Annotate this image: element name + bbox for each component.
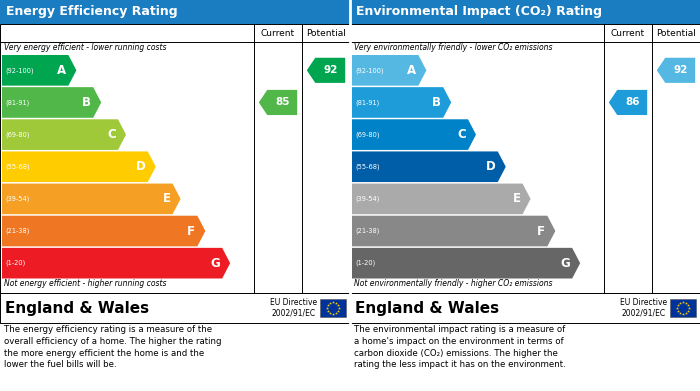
Polygon shape: [2, 87, 101, 118]
Text: (1-20): (1-20): [355, 260, 375, 266]
Text: (69-80): (69-80): [5, 131, 29, 138]
Text: Potential: Potential: [306, 29, 346, 38]
Text: England & Wales: England & Wales: [355, 301, 499, 316]
Polygon shape: [352, 248, 580, 278]
Text: England & Wales: England & Wales: [5, 301, 149, 316]
Polygon shape: [609, 90, 648, 115]
Text: The energy efficiency rating is a measure of the
overall efficiency of a home. T: The energy efficiency rating is a measur…: [4, 325, 221, 369]
Text: 85: 85: [276, 97, 290, 108]
Text: B: B: [82, 96, 91, 109]
Bar: [0, 293, 350, 323]
Text: Potential: Potential: [656, 29, 696, 38]
Text: (81-91): (81-91): [355, 99, 379, 106]
Text: F: F: [538, 224, 545, 238]
Polygon shape: [2, 216, 205, 246]
Text: Not energy efficient - higher running costs: Not energy efficient - higher running co…: [4, 280, 167, 289]
Text: Not environmentally friendly - higher CO₂ emissions: Not environmentally friendly - higher CO…: [354, 280, 552, 289]
Bar: [0, 24, 350, 293]
Polygon shape: [352, 119, 476, 150]
Polygon shape: [352, 55, 426, 86]
Polygon shape: [2, 119, 126, 150]
Polygon shape: [2, 248, 230, 278]
Bar: [350, 24, 700, 293]
Bar: [350, 293, 700, 323]
Bar: [670, 299, 696, 317]
Text: D: D: [136, 160, 146, 173]
Text: (92-100): (92-100): [5, 67, 34, 74]
Text: EU Directive
2002/91/EC: EU Directive 2002/91/EC: [620, 298, 667, 318]
Text: 92: 92: [673, 65, 688, 75]
Text: A: A: [57, 64, 66, 77]
Text: EU Directive
2002/91/EC: EU Directive 2002/91/EC: [270, 298, 317, 318]
Text: (1-20): (1-20): [5, 260, 25, 266]
Text: 92: 92: [323, 65, 338, 75]
Polygon shape: [352, 151, 506, 182]
Text: G: G: [561, 256, 570, 270]
Text: (39-54): (39-54): [355, 196, 379, 202]
Text: (92-100): (92-100): [355, 67, 384, 74]
Polygon shape: [259, 90, 298, 115]
Text: (69-80): (69-80): [355, 131, 379, 138]
Text: Environmental Impact (CO₂) Rating: Environmental Impact (CO₂) Rating: [356, 5, 602, 18]
Text: (81-91): (81-91): [5, 99, 29, 106]
Bar: [320, 299, 346, 317]
Text: (39-54): (39-54): [5, 196, 29, 202]
Polygon shape: [657, 58, 695, 83]
Text: (55-68): (55-68): [5, 163, 29, 170]
Text: Energy Efficiency Rating: Energy Efficiency Rating: [6, 5, 178, 18]
Text: Very energy efficient - lower running costs: Very energy efficient - lower running co…: [4, 43, 167, 52]
Text: C: C: [457, 128, 466, 141]
Text: C: C: [107, 128, 116, 141]
Text: F: F: [188, 224, 195, 238]
Text: A: A: [407, 64, 416, 77]
Polygon shape: [352, 216, 555, 246]
Text: (21-38): (21-38): [355, 228, 379, 234]
Text: Very environmentally friendly - lower CO₂ emissions: Very environmentally friendly - lower CO…: [354, 43, 552, 52]
Text: Current: Current: [261, 29, 295, 38]
Text: (21-38): (21-38): [5, 228, 29, 234]
Text: B: B: [432, 96, 441, 109]
Polygon shape: [2, 151, 156, 182]
Text: 86: 86: [626, 97, 640, 108]
Text: E: E: [162, 192, 171, 205]
Polygon shape: [307, 58, 345, 83]
Polygon shape: [2, 183, 181, 214]
Text: D: D: [486, 160, 496, 173]
Polygon shape: [2, 55, 76, 86]
Text: E: E: [512, 192, 521, 205]
Text: Current: Current: [611, 29, 645, 38]
Polygon shape: [352, 183, 531, 214]
Bar: [0, 0, 350, 24]
Bar: [350, 0, 700, 24]
Text: G: G: [211, 256, 220, 270]
Text: The environmental impact rating is a measure of
a home's impact on the environme: The environmental impact rating is a mea…: [354, 325, 566, 369]
Text: (55-68): (55-68): [355, 163, 379, 170]
Polygon shape: [352, 87, 452, 118]
